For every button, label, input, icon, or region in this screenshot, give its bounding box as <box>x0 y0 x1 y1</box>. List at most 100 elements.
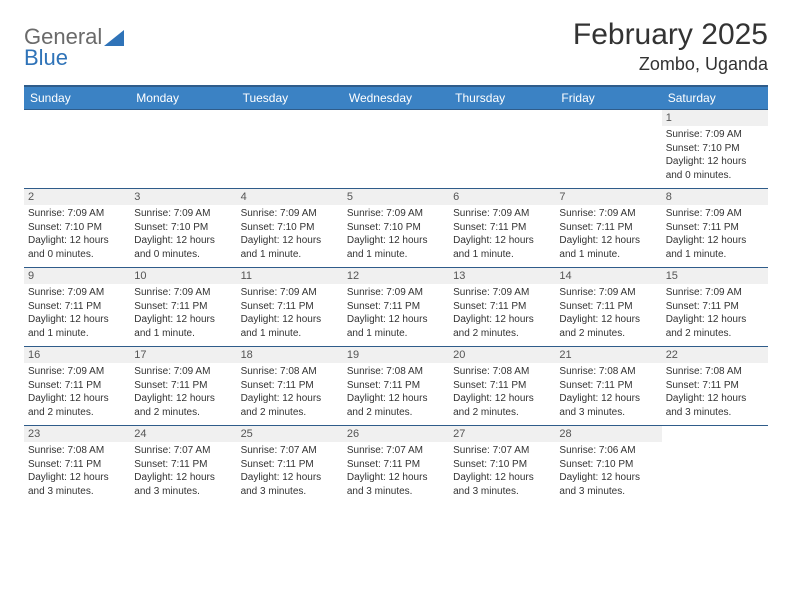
daylight-text: Daylight: 12 hours and 1 minute. <box>347 313 445 340</box>
sunrise-text: Sunrise: 7:09 AM <box>347 286 445 300</box>
daylight-text: Daylight: 12 hours and 2 minutes. <box>453 392 551 419</box>
day-number: 19 <box>343 347 449 363</box>
day-number: 12 <box>343 268 449 284</box>
daylight-text: Daylight: 12 hours and 1 minute. <box>559 234 657 261</box>
sunrise-text: Sunrise: 7:09 AM <box>28 286 126 300</box>
calendar-day-cell: 15Sunrise: 7:09 AMSunset: 7:11 PMDayligh… <box>662 268 768 347</box>
daylight-text: Daylight: 12 hours and 2 minutes. <box>134 392 232 419</box>
sunset-text: Sunset: 7:11 PM <box>559 300 657 314</box>
weekday-header: Wednesday <box>343 86 449 110</box>
calendar-day-cell: 3Sunrise: 7:09 AMSunset: 7:10 PMDaylight… <box>130 189 236 268</box>
calendar-day-cell: 23Sunrise: 7:08 AMSunset: 7:11 PMDayligh… <box>24 426 130 505</box>
daylight-text: Daylight: 12 hours and 1 minute. <box>241 234 339 261</box>
sunrise-text: Sunrise: 7:08 AM <box>453 365 551 379</box>
day-details: Sunrise: 7:09 AMSunset: 7:11 PMDaylight:… <box>130 284 236 346</box>
sunset-text: Sunset: 7:10 PM <box>559 458 657 472</box>
calendar-day-cell: 26Sunrise: 7:07 AMSunset: 7:11 PMDayligh… <box>343 426 449 505</box>
day-number: 18 <box>237 347 343 363</box>
day-number: 3 <box>130 189 236 205</box>
day-details: Sunrise: 7:09 AMSunset: 7:11 PMDaylight:… <box>343 284 449 346</box>
sunset-text: Sunset: 7:10 PM <box>28 221 126 235</box>
day-number: 11 <box>237 268 343 284</box>
daylight-text: Daylight: 12 hours and 3 minutes. <box>666 392 764 419</box>
calendar-day-cell: 28Sunrise: 7:06 AMSunset: 7:10 PMDayligh… <box>555 426 661 505</box>
sunset-text: Sunset: 7:11 PM <box>559 221 657 235</box>
day-details: Sunrise: 7:09 AMSunset: 7:11 PMDaylight:… <box>24 284 130 346</box>
sunrise-text: Sunrise: 7:09 AM <box>666 286 764 300</box>
sunset-text: Sunset: 7:11 PM <box>453 300 551 314</box>
calendar-day-cell: 2Sunrise: 7:09 AMSunset: 7:10 PMDaylight… <box>24 189 130 268</box>
calendar-day-cell: 11Sunrise: 7:09 AMSunset: 7:11 PMDayligh… <box>237 268 343 347</box>
sunrise-text: Sunrise: 7:09 AM <box>134 365 232 379</box>
day-details: Sunrise: 7:09 AMSunset: 7:11 PMDaylight:… <box>130 363 236 425</box>
day-number: 22 <box>662 347 768 363</box>
day-number: 21 <box>555 347 661 363</box>
sunset-text: Sunset: 7:11 PM <box>453 221 551 235</box>
sunset-text: Sunset: 7:11 PM <box>559 379 657 393</box>
sunset-text: Sunset: 7:11 PM <box>134 458 232 472</box>
daylight-text: Daylight: 12 hours and 3 minutes. <box>28 471 126 498</box>
calendar-day-cell <box>555 110 661 189</box>
day-details: Sunrise: 7:09 AMSunset: 7:10 PMDaylight:… <box>237 205 343 267</box>
calendar-day-cell <box>449 110 555 189</box>
calendar-day-cell <box>237 110 343 189</box>
sunrise-text: Sunrise: 7:07 AM <box>134 444 232 458</box>
logo-text-wrap: General Blue <box>24 26 102 69</box>
day-details: Sunrise: 7:08 AMSunset: 7:11 PMDaylight:… <box>343 363 449 425</box>
daylight-text: Daylight: 12 hours and 1 minute. <box>453 234 551 261</box>
calendar-day-cell: 12Sunrise: 7:09 AMSunset: 7:11 PMDayligh… <box>343 268 449 347</box>
day-details: Sunrise: 7:09 AMSunset: 7:10 PMDaylight:… <box>662 126 768 188</box>
day-number: 5 <box>343 189 449 205</box>
calendar-day-cell: 22Sunrise: 7:08 AMSunset: 7:11 PMDayligh… <box>662 347 768 426</box>
sunset-text: Sunset: 7:11 PM <box>666 221 764 235</box>
logo-word-2: Blue <box>24 47 102 69</box>
daylight-text: Daylight: 12 hours and 1 minute. <box>347 234 445 261</box>
daylight-text: Daylight: 12 hours and 2 minutes. <box>347 392 445 419</box>
day-number: 28 <box>555 426 661 442</box>
calendar-day-cell: 18Sunrise: 7:08 AMSunset: 7:11 PMDayligh… <box>237 347 343 426</box>
day-details: Sunrise: 7:09 AMSunset: 7:11 PMDaylight:… <box>449 205 555 267</box>
day-number: 24 <box>130 426 236 442</box>
daylight-text: Daylight: 12 hours and 0 minutes. <box>666 155 764 182</box>
calendar-day-cell: 20 Sunrise: 7:08 AMSunset: 7:11 PMDayligh… <box>449 347 555 426</box>
sunset-text: Sunset: 7:11 PM <box>28 300 126 314</box>
daylight-text: Daylight: 12 hours and 3 minutes. <box>559 471 657 498</box>
sunrise-text: Sunrise: 7:09 AM <box>453 207 551 221</box>
calendar-week-row: 1Sunrise: 7:09 AMSunset: 7:10 PMDaylight… <box>24 110 768 189</box>
sunset-text: Sunset: 7:11 PM <box>666 379 764 393</box>
day-number: 20 <box>449 347 555 363</box>
sunrise-text: Sunrise: 7:08 AM <box>241 365 339 379</box>
day-details: Sunrise: 7:08 AMSunset: 7:11 PMDaylight:… <box>662 363 768 425</box>
calendar-day-cell: 9Sunrise: 7:09 AMSunset: 7:11 PMDaylight… <box>24 268 130 347</box>
calendar-day-cell: 16Sunrise: 7:09 AMSunset: 7:11 PMDayligh… <box>24 347 130 426</box>
day-details: Sunrise: 7:07 AMSunset: 7:11 PMDaylight:… <box>130 442 236 504</box>
calendar-day-cell: 24Sunrise: 7:07 AMSunset: 7:11 PMDayligh… <box>130 426 236 505</box>
day-details: Sunrise: 7:09 AMSunset: 7:11 PMDaylight:… <box>449 284 555 346</box>
day-details: Sunrise: 7:09 AMSunset: 7:11 PMDaylight:… <box>237 284 343 346</box>
calendar-header-row: Sunday Monday Tuesday Wednesday Thursday… <box>24 86 768 110</box>
sunset-text: Sunset: 7:11 PM <box>241 379 339 393</box>
daylight-text: Daylight: 12 hours and 3 minutes. <box>347 471 445 498</box>
sunset-text: Sunset: 7:11 PM <box>28 379 126 393</box>
daylight-text: Daylight: 12 hours and 1 minute. <box>28 313 126 340</box>
day-number: 25 <box>237 426 343 442</box>
sunrise-text: Sunrise: 7:08 AM <box>666 365 764 379</box>
weekday-header: Saturday <box>662 86 768 110</box>
daylight-text: Daylight: 12 hours and 3 minutes. <box>559 392 657 419</box>
sunset-text: Sunset: 7:11 PM <box>453 379 551 393</box>
daylight-text: Daylight: 12 hours and 0 minutes. <box>134 234 232 261</box>
calendar-day-cell: 25Sunrise: 7:07 AMSunset: 7:11 PMDayligh… <box>237 426 343 505</box>
sunrise-text: Sunrise: 7:09 AM <box>453 286 551 300</box>
sunrise-text: Sunrise: 7:09 AM <box>559 207 657 221</box>
sunset-text: Sunset: 7:10 PM <box>347 221 445 235</box>
daylight-text: Daylight: 12 hours and 3 minutes. <box>241 471 339 498</box>
daylight-text: Daylight: 12 hours and 3 minutes. <box>453 471 551 498</box>
day-number: 9 <box>24 268 130 284</box>
calendar-day-cell <box>24 110 130 189</box>
logo: General Blue <box>24 18 126 69</box>
calendar-day-cell: 21Sunrise: 7:08 AMSunset: 7:11 PMDayligh… <box>555 347 661 426</box>
sunset-text: Sunset: 7:11 PM <box>28 458 126 472</box>
day-number: 2 <box>24 189 130 205</box>
weekday-header: Thursday <box>449 86 555 110</box>
sunrise-text: Sunrise: 7:07 AM <box>347 444 445 458</box>
